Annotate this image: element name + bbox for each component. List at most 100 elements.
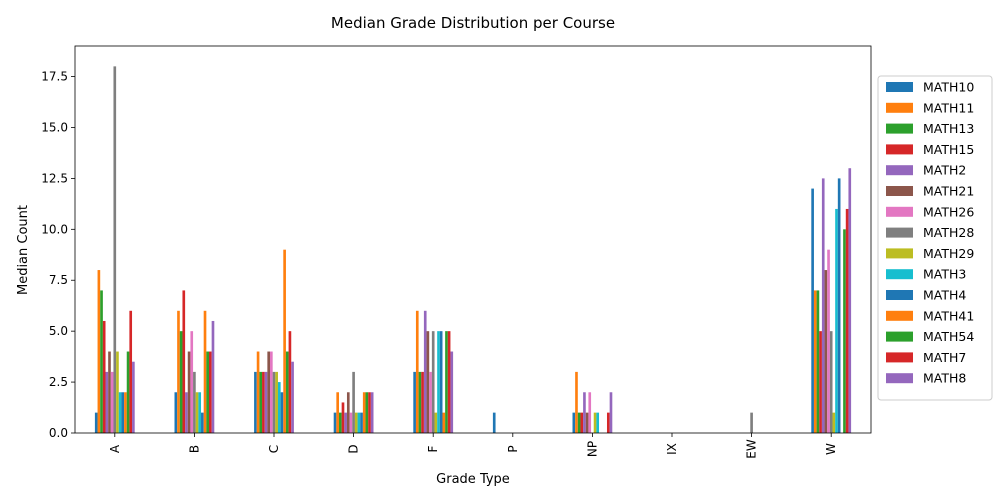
- bar-math26-c: [270, 351, 273, 433]
- bar-math2-w: [821, 178, 825, 433]
- legend-swatch-math26: [886, 206, 913, 217]
- y-tick-label: 10.0: [41, 222, 68, 236]
- bar-math21-np: [585, 412, 589, 433]
- legend-label-math29: MATH29: [923, 246, 974, 261]
- bar-math11-a: [97, 270, 101, 433]
- bar-math3-a: [118, 392, 122, 433]
- bar-math4-w: [837, 178, 841, 433]
- bar-math13-c: [259, 371, 263, 433]
- bar-math15-f: [421, 371, 424, 433]
- legend-label-math7: MATH7: [923, 350, 966, 365]
- x-tick-label-a: A: [108, 444, 122, 453]
- y-tick-label: 5.0: [49, 324, 68, 338]
- bar-math13-w: [816, 290, 820, 433]
- bar-math2-np: [583, 392, 586, 433]
- bar-math21-w: [824, 270, 828, 433]
- bar-math26-f: [429, 371, 432, 433]
- bar-math29-d: [354, 412, 358, 433]
- bar-math29-b: [195, 392, 199, 433]
- bar-math2-d: [344, 412, 347, 433]
- legend-swatch-math28: [886, 227, 913, 238]
- bar-math10-a: [94, 412, 98, 433]
- bar-math3-f: [437, 331, 440, 433]
- bar-math2-a: [105, 371, 109, 433]
- legend-swatch-math29: [886, 248, 913, 259]
- bar-math10-p: [492, 412, 496, 433]
- bar-math10-b: [174, 392, 178, 433]
- bar-math21-a: [108, 351, 111, 433]
- bar-math21-b: [187, 351, 191, 433]
- bar-math10-w: [811, 188, 814, 433]
- bar-math41-a: [124, 392, 127, 433]
- x-tick-label-p: P: [506, 445, 520, 452]
- bar-math21-f: [426, 331, 430, 433]
- bar-math11-f: [415, 310, 419, 433]
- x-tick-label-c: C: [267, 445, 281, 453]
- bar-math7-w: [845, 208, 849, 433]
- bar-math10-c: [254, 371, 257, 433]
- legend-label-math41: MATH41: [923, 308, 974, 323]
- bar-math2-b: [185, 392, 188, 433]
- bar-math3-d: [357, 412, 361, 433]
- legend-swatch-math15: [886, 144, 913, 155]
- y-axis-label: Median Count: [16, 205, 31, 295]
- y-tick-label: 2.5: [49, 375, 68, 389]
- bar-math28-b: [193, 371, 196, 433]
- bar-math8-c: [291, 361, 294, 433]
- bar-math28-a: [113, 66, 117, 434]
- bar-math26-np: [588, 392, 592, 433]
- y-tick-label: 15.0: [41, 120, 68, 134]
- x-tick-label-w: W: [824, 443, 838, 455]
- legend-label-math28: MATH28: [923, 225, 974, 240]
- plot-area: 0.0 2.5 5.0 7.5 10.0 12.5 15.0 17.5 A B C D F P NP IX EW…: [41, 45, 872, 459]
- legend-swatch-math13: [886, 123, 913, 134]
- x-tick-label-d: D: [347, 444, 361, 453]
- bar-math13-b: [179, 331, 183, 433]
- legend-label-math11: MATH11: [923, 100, 974, 115]
- bar-math26-d: [349, 412, 353, 433]
- bar-math15-d: [341, 402, 345, 433]
- bar-math8-np: [609, 392, 613, 433]
- bar-math8-a: [132, 361, 135, 433]
- bar-math10-np: [572, 412, 576, 433]
- legend-label-math13: MATH13: [923, 121, 974, 136]
- bar-math8-d: [370, 392, 374, 433]
- legend-swatch-math54: [886, 331, 913, 342]
- bar-math54-c: [285, 351, 289, 433]
- bar-math15-c: [262, 371, 265, 433]
- legend-label-math15: MATH15: [923, 142, 974, 157]
- bar-math28-w: [829, 331, 833, 433]
- legend-swatch-math21: [886, 186, 913, 196]
- legend-swatch-math10: [886, 82, 913, 92]
- bar-math54-w: [843, 229, 846, 433]
- legend-swatch-math41: [886, 310, 913, 321]
- bar-math41-c: [283, 249, 286, 433]
- legend-swatch-math3: [886, 269, 913, 280]
- x-tick-label-b: B: [187, 445, 201, 453]
- axes-frame: [74, 45, 872, 434]
- chart-title: Median Grade Distribution per Course: [331, 14, 615, 32]
- y-tick-label: 17.5: [41, 70, 68, 84]
- bar-math28-c: [272, 371, 276, 433]
- bar-math11-w: [813, 290, 817, 433]
- bar-math10-f: [413, 371, 416, 433]
- bar-math28-d: [352, 371, 355, 433]
- legend-label-math8: MATH8: [923, 371, 966, 386]
- bar-math54-a: [126, 351, 130, 433]
- legend-swatch-math2: [886, 165, 913, 176]
- bar-math28-ew: [750, 412, 753, 433]
- y-tick-label: 0.0: [49, 426, 68, 440]
- x-tick-label-f: F: [426, 445, 440, 452]
- bar-math41-b: [203, 310, 207, 433]
- bar-math8-b: [211, 320, 215, 433]
- legend-label-math3: MATH3: [923, 267, 966, 282]
- bar-math26-w: [827, 249, 830, 433]
- bar-math2-f: [423, 310, 427, 433]
- bar-math8-f: [450, 351, 454, 433]
- legend-swatch-math8: [886, 373, 913, 384]
- bar-math26-b: [190, 331, 194, 433]
- legend-label-math4: MATH4: [923, 288, 966, 303]
- bar-math29-c: [275, 371, 278, 433]
- legend-label-math2: MATH2: [923, 163, 966, 178]
